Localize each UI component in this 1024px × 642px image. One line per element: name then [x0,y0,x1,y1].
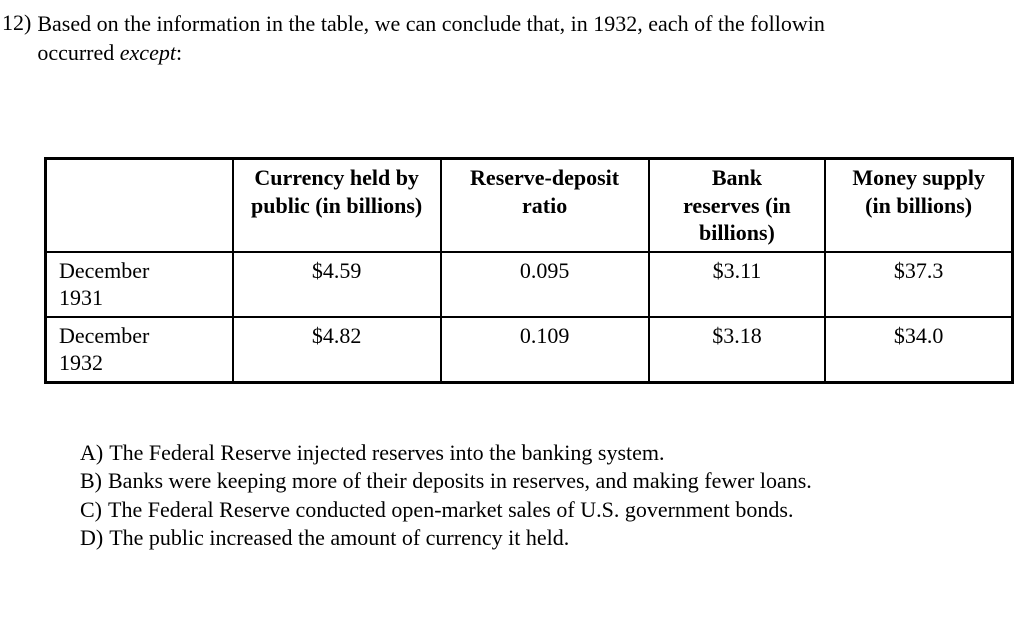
cell-ratio: 0.109 [441,317,649,383]
answer-letter: C) [80,496,108,525]
answer-option: C) The Federal Reserve conducted open-ma… [80,496,1024,525]
header-currency-l2: public (in billions) [251,193,422,218]
period-l2: 1932 [59,350,103,375]
question-line2-em: except [120,40,176,65]
answer-letter: A) [80,439,109,468]
question-text: Based on the information in the table, w… [37,10,825,67]
cell-money: $37.3 [825,252,1012,317]
data-table: Currency held by public (in billions) Re… [44,157,1014,384]
header-ratio: Reserve-deposit ratio [441,159,649,252]
answer-option: A) The Federal Reserve injected reserves… [80,439,1024,468]
table-row: December 1932 $4.82 0.109 $3.18 $34.0 [46,317,1013,383]
period-l1: December [59,323,149,348]
cell-currency: $4.59 [233,252,441,317]
question-number: 12) [2,10,37,36]
period-l1: December [59,258,149,283]
table-row: December 1931 $4.59 0.095 $3.11 $37.3 [46,252,1013,317]
question-line2-prefix: occurred [37,40,119,65]
answer-letter: B) [80,467,108,496]
header-reserves: Bank reserves (in billions) [649,159,826,252]
answer-text: The Federal Reserve conducted open-marke… [108,496,793,525]
header-reserves-l3: billions) [699,220,775,245]
header-reserves-l1: Bank [712,165,762,190]
header-money: Money supply (in billions) [825,159,1012,252]
header-money-l2: (in billions) [865,193,972,218]
header-ratio-l1: Reserve-deposit [470,165,619,190]
answer-text: The Federal Reserve injected reserves in… [109,439,664,468]
cell-period: December 1932 [46,317,233,383]
question-line1: Based on the information in the table, w… [37,11,825,36]
header-reserves-l2: reserves (in [683,193,791,218]
question-header: 12) Based on the information in the tabl… [0,10,1024,67]
data-table-container: Currency held by public (in billions) Re… [44,157,1014,384]
cell-money: $34.0 [825,317,1012,383]
header-period [46,159,233,252]
cell-period: December 1931 [46,252,233,317]
header-currency-l1: Currency held by [254,165,419,190]
header-ratio-l2: ratio [522,193,567,218]
header-currency: Currency held by public (in billions) [233,159,441,252]
answer-list: A) The Federal Reserve injected reserves… [80,439,1024,553]
period-l2: 1931 [59,285,103,310]
cell-currency: $4.82 [233,317,441,383]
answer-option: D) The public increased the amount of cu… [80,524,1024,553]
cell-reserves: $3.11 [649,252,826,317]
question-line2-suffix: : [176,40,182,65]
answer-letter: D) [80,524,109,553]
table-header-row: Currency held by public (in billions) Re… [46,159,1013,252]
cell-ratio: 0.095 [441,252,649,317]
answer-text: Banks were keeping more of their deposit… [108,467,812,496]
cell-reserves: $3.18 [649,317,826,383]
answer-text: The public increased the amount of curre… [109,524,569,553]
header-money-l1: Money supply [852,165,985,190]
answer-option: B) Banks were keeping more of their depo… [80,467,1024,496]
